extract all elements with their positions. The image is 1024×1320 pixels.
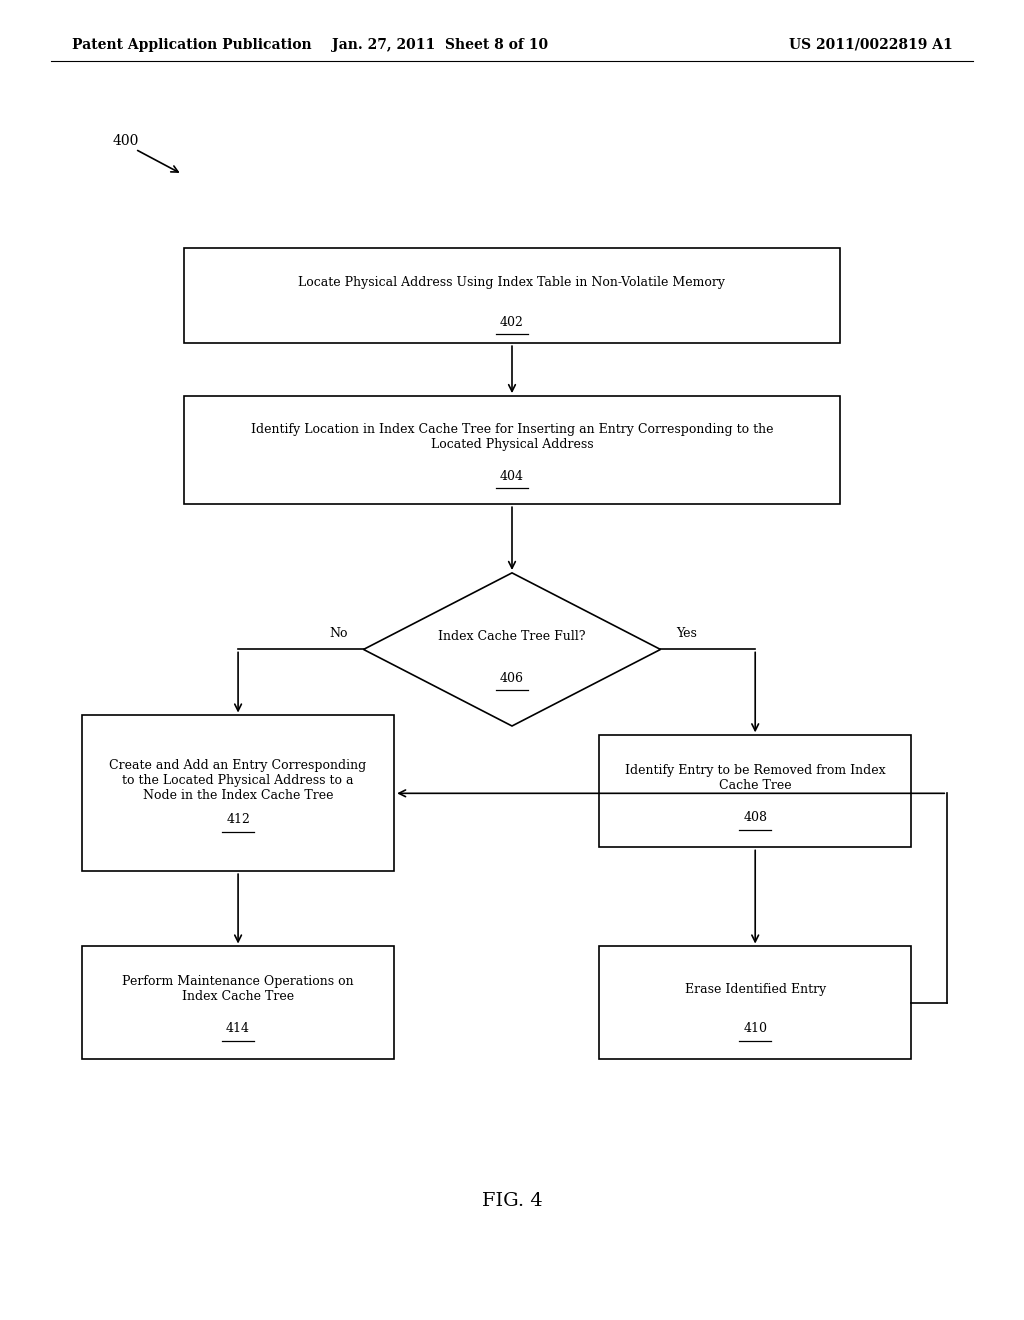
Text: 408: 408	[743, 812, 767, 824]
Text: 404: 404	[500, 470, 524, 483]
FancyBboxPatch shape	[184, 396, 840, 504]
FancyBboxPatch shape	[599, 946, 911, 1059]
FancyBboxPatch shape	[184, 248, 840, 343]
Polygon shape	[364, 573, 660, 726]
Text: No: No	[330, 627, 348, 640]
Text: Index Cache Tree Full?: Index Cache Tree Full?	[438, 630, 586, 643]
Text: 414: 414	[226, 1023, 250, 1035]
Text: Erase Identified Entry: Erase Identified Entry	[685, 983, 825, 995]
Text: 410: 410	[743, 1023, 767, 1035]
Text: 406: 406	[500, 672, 524, 685]
Text: 400: 400	[113, 135, 139, 148]
FancyBboxPatch shape	[599, 735, 911, 847]
Text: Yes: Yes	[676, 627, 696, 640]
Text: Identify Location in Index Cache Tree for Inserting an Entry Corresponding to th: Identify Location in Index Cache Tree fo…	[251, 422, 773, 451]
Text: 412: 412	[226, 813, 250, 826]
FancyBboxPatch shape	[82, 715, 394, 871]
Text: Create and Add an Entry Corresponding
to the Located Physical Address to a
Node : Create and Add an Entry Corresponding to…	[110, 759, 367, 801]
Text: 402: 402	[500, 315, 524, 329]
Text: Identify Entry to be Removed from Index
Cache Tree: Identify Entry to be Removed from Index …	[625, 764, 886, 792]
Text: Locate Physical Address Using Index Table in Non-Volatile Memory: Locate Physical Address Using Index Tabl…	[299, 276, 725, 289]
Text: Patent Application Publication: Patent Application Publication	[72, 38, 311, 51]
Text: Jan. 27, 2011  Sheet 8 of 10: Jan. 27, 2011 Sheet 8 of 10	[332, 38, 549, 51]
Text: Perform Maintenance Operations on
Index Cache Tree: Perform Maintenance Operations on Index …	[122, 975, 354, 1003]
Text: US 2011/0022819 A1: US 2011/0022819 A1	[788, 38, 952, 51]
Text: FIG. 4: FIG. 4	[481, 1192, 543, 1210]
FancyBboxPatch shape	[82, 946, 394, 1059]
